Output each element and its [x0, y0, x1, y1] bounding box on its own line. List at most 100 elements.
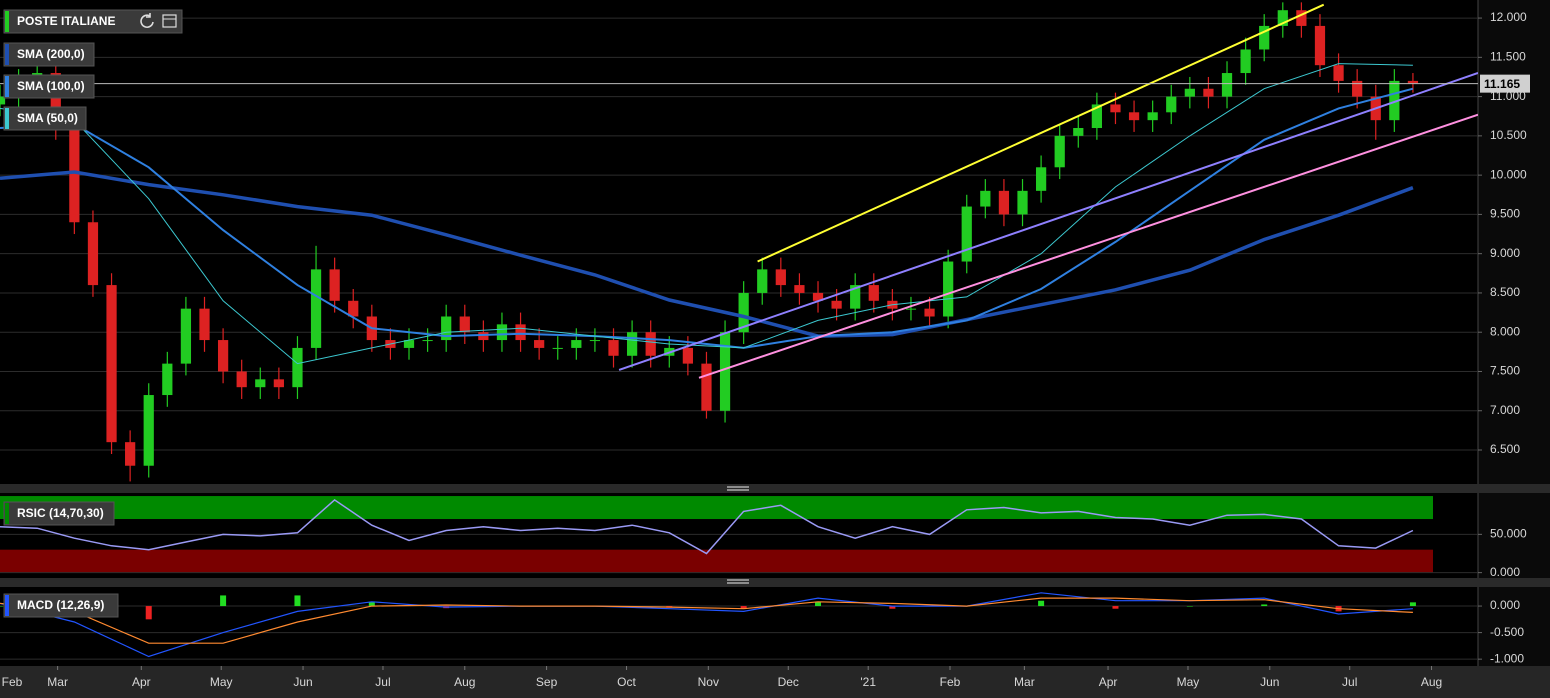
- histogram-bar: [1038, 600, 1045, 607]
- rsi-line: [0, 498, 1414, 555]
- candle-body: [1407, 80, 1419, 84]
- legend-label: POSTE ITALIANE: [17, 14, 115, 28]
- candle-body: [868, 285, 879, 301]
- x-tick-label: '21: [860, 675, 876, 689]
- candle-body: [626, 332, 638, 356]
- candle-body: [255, 379, 266, 388]
- candle-body: [534, 340, 545, 348]
- macd-line: [0, 597, 1413, 644]
- y-tick-label: 8.500: [1490, 285, 1520, 299]
- legend-swatch: [5, 595, 9, 616]
- x-tick-label: Oct: [617, 675, 636, 689]
- y-tick-label: 10.500: [1490, 128, 1527, 142]
- histogram-bar: [1409, 602, 1416, 607]
- x-tick-label: Feb: [940, 675, 961, 689]
- candle-body: [515, 324, 526, 341]
- candle-body: [998, 190, 1010, 215]
- candle-body: [961, 206, 972, 262]
- last-price-label: 11.165: [1484, 77, 1520, 91]
- x-tick-label: Jun: [1260, 675, 1279, 689]
- candle-body: [441, 316, 452, 341]
- legend-box[interactable]: [3, 106, 87, 131]
- legend-box[interactable]: [3, 593, 119, 618]
- x-tick-label: May: [1177, 675, 1200, 689]
- candle-body: [125, 442, 136, 466]
- trend-line: [757, 3, 1325, 263]
- y-tick-label: 11.500: [1490, 50, 1526, 64]
- candle-body: [1073, 128, 1084, 136]
- x-tick-label: Aug: [454, 675, 475, 689]
- y-tick-label: -0.500: [1490, 625, 1524, 639]
- histogram-bar: [368, 601, 375, 607]
- candle-body: [69, 128, 80, 223]
- candle-body: [1296, 10, 1307, 26]
- candle-body: [1240, 49, 1251, 74]
- candle-body: [552, 347, 563, 349]
- x-tick-label: Feb: [2, 675, 23, 689]
- candle-body: [478, 332, 489, 341]
- y-tick-label: 50.000: [1490, 527, 1527, 541]
- histogram-bar: [294, 595, 301, 607]
- legend-swatch: [5, 11, 9, 32]
- candle-body: [1203, 88, 1214, 97]
- y-tick-label: 6.500: [1490, 442, 1520, 456]
- x-tick-label: Mar: [47, 675, 68, 689]
- candle-body: [1128, 112, 1140, 121]
- histogram-bar: [815, 602, 822, 607]
- panel-divider[interactable]: [0, 484, 1550, 493]
- y-tick-label: 10.000: [1490, 167, 1527, 181]
- sma-line: [0, 87, 1414, 349]
- panel-divider[interactable]: [0, 578, 1550, 587]
- y-tick-label: 8.000: [1490, 324, 1520, 338]
- y-tick-label: 0.000: [1490, 598, 1520, 612]
- legend-label: SMA (50,0): [17, 111, 78, 125]
- plot-layer: 6.500 7.000 7.500 8.000 8.500 9.000 9.500 10.00…: [0, 2, 1530, 689]
- panel: [0, 2, 1478, 482]
- candle-body: [850, 285, 861, 309]
- candle-body: [292, 347, 303, 388]
- candle-body: [701, 363, 712, 411]
- candle-body: [775, 269, 786, 286]
- legend-label: RSIC (14,70,30): [17, 506, 104, 520]
- legend-swatch: [5, 503, 9, 524]
- x-tick-label: Jul: [1342, 675, 1357, 689]
- candle-body: [645, 332, 656, 356]
- legend-box[interactable]: [3, 501, 115, 526]
- candle-body: [459, 316, 470, 333]
- candle-body: [980, 190, 991, 207]
- candle-body: [719, 332, 731, 411]
- candle-body: [738, 292, 749, 333]
- histogram-bar: [220, 595, 227, 607]
- candle-body: [236, 371, 247, 388]
- candle-body: [1147, 112, 1158, 121]
- legend-box[interactable]: [3, 9, 183, 34]
- legend-label: SMA (100,0): [17, 79, 85, 93]
- legend-box[interactable]: [3, 42, 95, 67]
- candle-body: [1333, 65, 1344, 81]
- x-tick-label: Apr: [132, 675, 151, 689]
- x-tick-label: Sep: [536, 675, 558, 689]
- candle-body: [757, 269, 768, 293]
- legend-box[interactable]: [3, 74, 95, 99]
- candle-body: [589, 340, 601, 342]
- candle-body: [348, 300, 359, 317]
- legend-swatch: [5, 108, 9, 129]
- candle-body: [496, 324, 508, 341]
- candle-body: [217, 340, 229, 372]
- legend-label: MACD (12,26,9): [17, 598, 104, 612]
- sma-line: [0, 170, 1414, 338]
- x-tick-label: Mar: [1014, 675, 1035, 689]
- candle-body: [403, 340, 415, 348]
- legend-label: SMA (200,0): [17, 47, 85, 61]
- candle-body: [812, 292, 824, 301]
- candle-body: [1259, 25, 1270, 50]
- histogram-bar: [1112, 606, 1119, 609]
- refresh-icon[interactable]: [140, 13, 154, 29]
- candle-body: [1017, 190, 1028, 215]
- histogram-bar: [1186, 606, 1193, 607]
- candle-body: [50, 73, 61, 129]
- y-tick-label: -1.000: [1490, 651, 1524, 665]
- table-icon[interactable]: [162, 14, 177, 28]
- y-tick-label: 0.000: [1490, 565, 1520, 579]
